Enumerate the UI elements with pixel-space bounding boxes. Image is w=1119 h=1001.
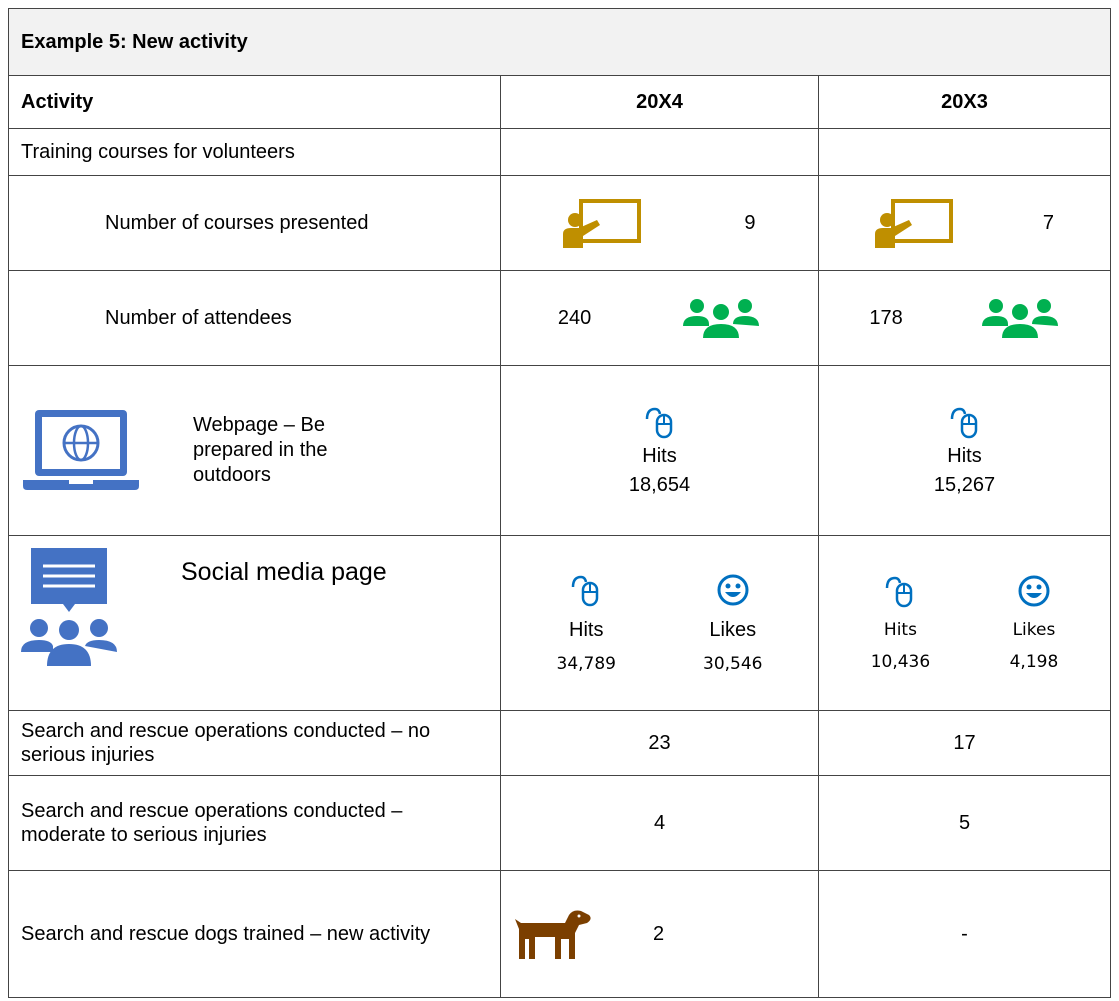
smile-icon <box>716 573 750 607</box>
row: Training courses for volunteers <box>8 128 1112 176</box>
cell-value: 18,654 <box>628 473 691 496</box>
cell-value: 4 <box>500 775 819 871</box>
cell-value: 15,267 <box>933 473 996 496</box>
cell-value: 34,789 <box>556 653 616 674</box>
row-label: Social media page <box>181 558 387 586</box>
mouse-icon <box>645 405 675 439</box>
cell-name: Hits <box>883 620 917 640</box>
cell-name: Likes <box>709 618 757 641</box>
cell-value: - <box>817 870 1112 998</box>
row-label: Search and rescue operations conducted –… <box>8 710 501 776</box>
laptop-icon <box>23 409 139 490</box>
cell-value: 30,546 <box>703 653 763 674</box>
mouse-icon <box>950 405 980 439</box>
row-label: Webpage – Be prepared in the outdoors <box>193 414 328 486</box>
row: Search and rescue operations conducted –… <box>8 775 1112 871</box>
cell-value: 4,198 <box>1009 652 1059 672</box>
row: Search and rescue dogs trained – new act… <box>8 870 1112 998</box>
mouse-icon <box>571 573 601 607</box>
activity-table: Example 5: New activity Activity 20X4 20… <box>7 8 1112 998</box>
header-cell: 20X4 <box>500 75 819 129</box>
presenter-icon <box>563 198 643 248</box>
dog-icon <box>515 910 591 959</box>
header-cell: 20X3 <box>817 75 1112 129</box>
cell-value: 2 <box>653 922 665 945</box>
header-cell: Activity <box>8 75 501 129</box>
smile-icon <box>1017 574 1051 608</box>
row-label: Training courses for volunteers <box>8 128 501 176</box>
row: Social media page Hits 34,789 Likes 30,546… <box>8 535 1112 711</box>
row: Number of attendees 240 178 <box>8 270 1112 366</box>
cell-value: 7 <box>1042 211 1055 234</box>
presenter-icon <box>875 198 955 248</box>
row-label: Number of attendees <box>8 270 501 366</box>
row-label: Search and rescue dogs trained – new act… <box>8 870 501 998</box>
cell-name: Hits <box>947 444 982 467</box>
header-row: Activity 20X4 20X3 <box>8 75 1112 129</box>
row: Number of courses presented 9 7 <box>8 175 1112 271</box>
cell-value: 240 <box>557 306 592 329</box>
table-title: Example 5: New activity <box>7 8 1112 76</box>
cell-name: Hits <box>642 444 677 467</box>
cell-value: 178 <box>869 306 903 329</box>
cell-value: 10,436 <box>870 652 931 672</box>
row-label: Search and rescue operations conducted –… <box>8 775 501 871</box>
cell-value: 5 <box>817 775 1112 871</box>
social-icon <box>21 548 117 666</box>
people-icon <box>980 298 1060 338</box>
cell-name: Hits <box>569 618 604 641</box>
mouse-icon <box>885 574 915 608</box>
row-label: Number of courses presented <box>8 175 501 271</box>
row: Webpage – Be prepared in the outdoors Hi… <box>8 365 1112 536</box>
cell-name: Likes <box>1012 620 1056 640</box>
cell-value: 17 <box>817 710 1112 776</box>
people-icon <box>681 298 761 338</box>
cell-value: 9 <box>744 211 756 234</box>
title-row: Example 5: New activity <box>7 8 1112 76</box>
row: Search and rescue operations conducted –… <box>8 710 1112 776</box>
cell-value: 23 <box>500 710 819 776</box>
